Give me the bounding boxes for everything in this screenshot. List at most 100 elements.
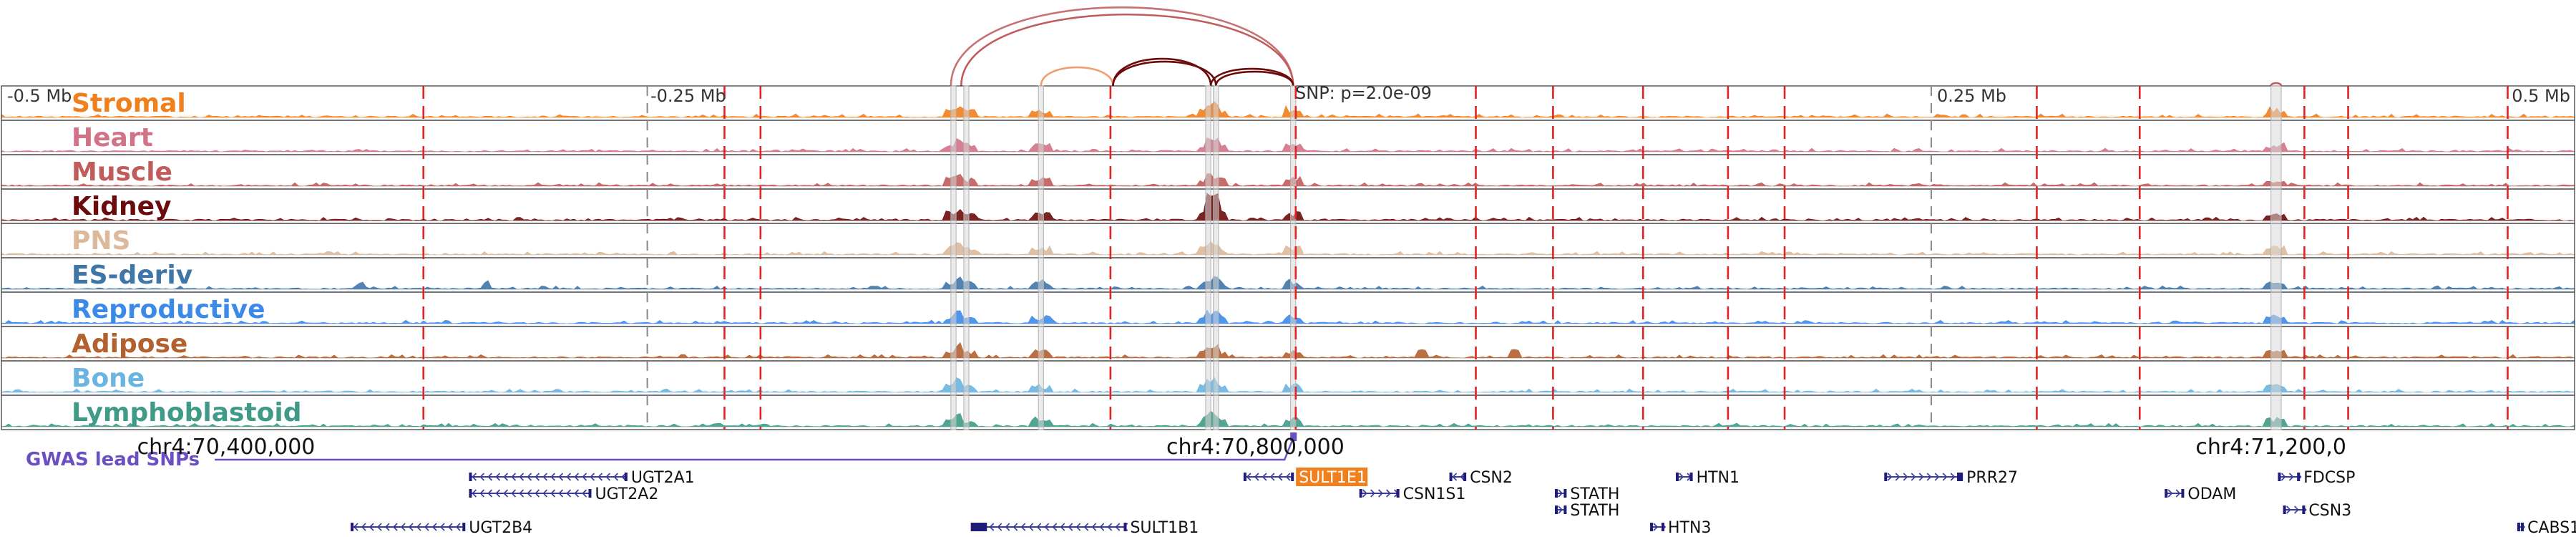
- track-panels: [1, 85, 2576, 430]
- track-labels: Stromal Heart Muscle Kidney PNS ES-deriv Repro…: [72, 89, 302, 427]
- signal-track: [1, 342, 2575, 359]
- strand-arrow: [519, 489, 525, 498]
- chromosome-coordinate-label: chr4:70,400,000: [137, 435, 316, 460]
- strand-arrow: [1099, 523, 1105, 531]
- exon-block: [1554, 505, 1558, 514]
- strand-arrow: [597, 473, 603, 481]
- exon-block: [2165, 489, 2168, 498]
- strand-arrow: [472, 489, 477, 498]
- strand-arrow: [1558, 489, 1563, 498]
- exon-block: [1123, 523, 1127, 531]
- strand-arrow: [1911, 473, 1916, 481]
- strand-arrow: [582, 489, 587, 498]
- strand-arrow: [542, 473, 548, 481]
- gene-highlight-box: [1296, 468, 1368, 486]
- strand-arrow: [1044, 523, 1050, 531]
- strand-arrow: [1950, 473, 1956, 481]
- loop-arc: [1040, 66, 1114, 87]
- highlight-region: [1205, 85, 1211, 430]
- strand-arrow: [1013, 523, 1018, 531]
- strand-arrow: [455, 523, 461, 531]
- track-label: Kidney: [72, 192, 172, 221]
- gene-label: CABS1: [2527, 519, 2576, 537]
- strand-arrow: [353, 523, 358, 531]
- gene-label: STATH: [1570, 502, 1619, 520]
- exon-block: [1554, 489, 1558, 498]
- strand-arrow: [535, 489, 540, 498]
- gwas-label: GWAS lead SNPs: [26, 449, 200, 470]
- gene-label: UGT2A1: [631, 469, 695, 487]
- exon-block: [2302, 505, 2306, 514]
- strand-arrow: [1115, 523, 1121, 531]
- strand-arrow: [1052, 523, 1058, 531]
- strand-arrow: [1918, 473, 1924, 481]
- exon-block: [1675, 473, 1679, 481]
- track-label: PNS: [72, 226, 130, 256]
- strand-arrow: [1926, 473, 1932, 481]
- exon-block: [469, 489, 472, 498]
- strand-arrow: [400, 523, 406, 531]
- strand-arrow: [574, 473, 580, 481]
- exon-block: [1689, 473, 1693, 481]
- strand-arrow: [1036, 523, 1042, 531]
- track-label: Heart: [72, 123, 153, 153]
- exon-block: [469, 473, 472, 481]
- highlight-region: [1213, 85, 1219, 430]
- strand-arrow: [2280, 473, 2286, 481]
- strand-arrow: [392, 523, 398, 531]
- exon-block: [588, 489, 592, 498]
- strand-arrow: [447, 523, 453, 531]
- strand-arrow: [989, 523, 995, 531]
- strand-arrow: [376, 523, 382, 531]
- strand-arrow: [535, 473, 540, 481]
- exon-block: [1396, 489, 1400, 498]
- signal-track: [1, 377, 2575, 393]
- chromosome-coordinate-label: chr4:70,800,000: [1166, 435, 1345, 460]
- strand-arrow: [527, 473, 532, 481]
- exon-block: [1884, 473, 1888, 481]
- strand-arrow: [1075, 523, 1081, 531]
- signal-track: [1, 276, 2575, 290]
- gene-label: SULT1E1: [1299, 469, 1367, 487]
- exon-block: [2278, 473, 2281, 481]
- loop-arc: [950, 6, 1294, 87]
- axis-ticks: -0.5 Mb -0.25 Mb 0.25 Mb 0.5 Mb: [7, 86, 2570, 106]
- axis-tick-label: -0.5 Mb: [7, 86, 72, 106]
- exon-block: [1243, 473, 1246, 481]
- exon-block: [1956, 473, 1963, 481]
- axis-tick-label: 0.25 Mb: [1937, 86, 2006, 106]
- strand-arrow: [503, 489, 509, 498]
- strand-arrow: [605, 473, 611, 481]
- loop-arc: [1112, 57, 1212, 87]
- strand-arrow: [550, 473, 556, 481]
- strand-arrow: [1887, 473, 1893, 481]
- strand-arrow: [1386, 489, 1391, 498]
- exon-block: [2283, 505, 2286, 514]
- strand-arrow: [1277, 473, 1283, 481]
- exon-block: [1291, 473, 1294, 481]
- gene-label: CSN2: [1470, 469, 1513, 487]
- track-label: Reproductive: [72, 295, 265, 324]
- strand-arrow: [1452, 473, 1458, 481]
- strand-arrow: [550, 489, 556, 498]
- loop-arc: [960, 13, 1294, 87]
- strand-arrow: [2294, 505, 2299, 514]
- strand-arrow: [590, 473, 595, 481]
- strand-arrow: [997, 523, 1002, 531]
- strand-arrow: [487, 473, 493, 481]
- highlight-region: [1038, 85, 1044, 430]
- strand-arrow: [369, 523, 374, 531]
- strand-arrow: [1460, 473, 1465, 481]
- strand-arrow: [574, 489, 580, 498]
- strand-arrow: [2167, 489, 2173, 498]
- strand-arrow: [416, 523, 421, 531]
- strand-arrow: [582, 473, 587, 481]
- gwas-row: GWAS lead SNPs: [26, 432, 1297, 470]
- strand-arrow: [542, 489, 548, 498]
- strand-arrow: [479, 473, 485, 481]
- chromosome-coordinate-label: chr4:71,200,0: [2195, 435, 2346, 460]
- loop-arc: [2270, 82, 2283, 87]
- strand-arrow: [439, 523, 445, 531]
- strand-arrow: [2288, 473, 2294, 481]
- strand-arrow: [503, 473, 509, 481]
